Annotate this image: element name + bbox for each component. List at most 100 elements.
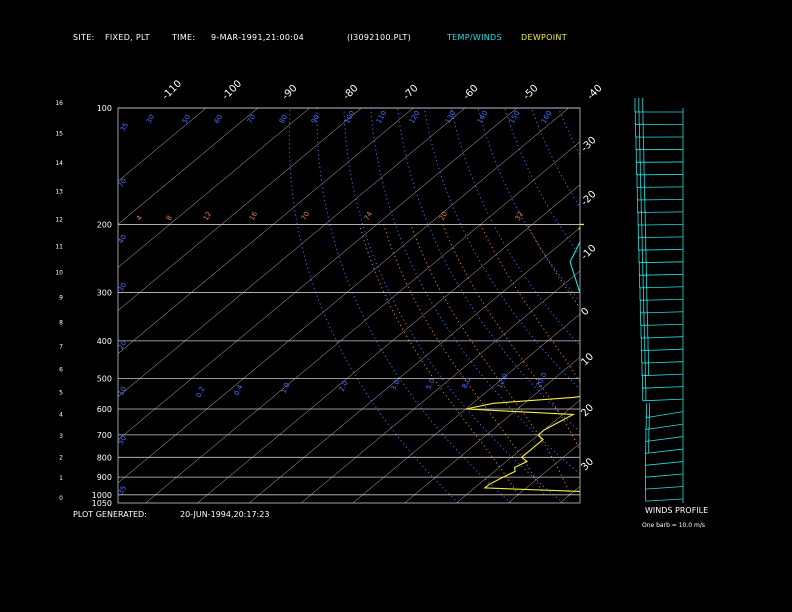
dry-adiabat bbox=[692, 108, 792, 503]
isotherm-right-label: 30 bbox=[579, 456, 596, 473]
isotherm-top-label: -110 bbox=[160, 78, 184, 102]
pressure-tick-label: 1050 bbox=[92, 499, 112, 508]
isotherm-line bbox=[145, 141, 580, 503]
isotherm-line bbox=[118, 108, 207, 182]
dry-adiabat-side-label: 50 bbox=[117, 434, 128, 446]
height-tick-label: 2 bbox=[59, 454, 63, 461]
height-tick-label: 7 bbox=[59, 343, 63, 350]
wind-barb-staff bbox=[645, 486, 684, 490]
dry-adiabat bbox=[639, 108, 792, 503]
height-tick-label: 6 bbox=[59, 367, 63, 374]
dry-adiabat bbox=[585, 108, 792, 503]
height-tick-label: 15 bbox=[55, 130, 63, 137]
moist-adiabat bbox=[751, 224, 792, 494]
wind-barb-staff bbox=[645, 473, 684, 478]
moist-adiabat bbox=[657, 224, 711, 494]
dry-adiabat bbox=[477, 108, 580, 303]
height-tick-label: 12 bbox=[55, 216, 63, 223]
dry-adiabat bbox=[316, 108, 512, 503]
pressure-tick-label: 200 bbox=[97, 220, 112, 229]
plot-generated-value: 20-JUN-1994,20:17:23 bbox=[180, 510, 270, 519]
isotherm-right-label: -20 bbox=[579, 189, 598, 208]
height-tick-label: 11 bbox=[55, 243, 63, 250]
mixing-ratio-label: 74 bbox=[363, 210, 375, 222]
dry-adiabat bbox=[612, 108, 792, 503]
height-tick-label: 1 bbox=[59, 475, 63, 482]
isotherm-line bbox=[118, 108, 362, 311]
legend-dewpoint: DEWPOINT bbox=[521, 33, 567, 42]
isotherm-right-label: 10 bbox=[579, 351, 596, 368]
dry-adiabat bbox=[557, 108, 580, 156]
isotherm-top-label: -60 bbox=[461, 83, 480, 102]
isotherm-line bbox=[197, 184, 580, 503]
pressure-tick-label: 1000 bbox=[92, 491, 112, 500]
legend-temp-winds: TEMP/WINDS bbox=[447, 33, 502, 42]
dry-adiabat bbox=[719, 108, 792, 503]
isotherm-top-label: -40 bbox=[585, 83, 604, 102]
isotherm-right-label: -10 bbox=[579, 243, 598, 262]
wind-barb-staff bbox=[638, 248, 684, 251]
dry-adiabat-label: 150 bbox=[508, 109, 522, 125]
wind-barb-staff bbox=[642, 386, 684, 389]
dry-adiabat bbox=[343, 108, 564, 503]
pressure-tick-label: 600 bbox=[97, 405, 112, 414]
dry-adiabat-side-label: 70 bbox=[117, 177, 128, 189]
isotherm-right-label: -30 bbox=[579, 135, 598, 154]
lower-mixing-label: 3.0 bbox=[390, 378, 402, 391]
wind-barb-staff bbox=[646, 423, 684, 430]
isotherm-top-label: -50 bbox=[521, 83, 540, 102]
dry-adiabat-side-label: 35 bbox=[117, 484, 128, 496]
pressure-tick-label: 900 bbox=[97, 473, 112, 482]
isotherm-line bbox=[559, 486, 580, 503]
moist-adiabat bbox=[442, 224, 580, 452]
isotherm-line bbox=[118, 108, 569, 484]
dry-adiabat-label: 110 bbox=[375, 109, 389, 125]
dewpoint-line bbox=[465, 227, 580, 493]
isotherm-line bbox=[715, 108, 792, 503]
wind-barb-staff bbox=[641, 348, 684, 351]
diagram-grid bbox=[117, 107, 792, 504]
moist-adiabat bbox=[480, 224, 580, 383]
dry-adiabat bbox=[288, 108, 459, 503]
moist-adiabat bbox=[359, 224, 519, 496]
moist-adiabat bbox=[725, 224, 756, 494]
wind-barb-staff bbox=[645, 461, 684, 466]
lower-mixing-label: 20.0 bbox=[535, 371, 549, 389]
dry-adiabat bbox=[746, 108, 792, 503]
height-tick-label: 8 bbox=[59, 319, 63, 326]
dry-adiabat bbox=[773, 108, 792, 503]
site-label: SITE: bbox=[73, 33, 95, 42]
isotherm-right-label: 20 bbox=[579, 402, 596, 419]
dry-adiabat bbox=[666, 108, 792, 503]
isotherm-line bbox=[352, 313, 580, 503]
wind-barb-staff bbox=[645, 498, 684, 502]
dry-adiabat-label: 90 bbox=[310, 113, 321, 125]
time-label: TIME: bbox=[172, 33, 196, 42]
dry-adiabat-side-label: 40 bbox=[117, 233, 128, 245]
height-tick-label: 5 bbox=[59, 389, 63, 396]
isotherm-line bbox=[118, 108, 310, 268]
dry-adiabat bbox=[450, 108, 580, 347]
isotherm-line bbox=[404, 356, 580, 503]
pressure-tick-label: 300 bbox=[97, 289, 112, 298]
mixing-ratio-label: 20 bbox=[438, 210, 449, 222]
file-name: (I3092100.PLT) bbox=[347, 33, 412, 42]
sounding-series bbox=[465, 223, 585, 493]
dry-adiabat-label: 100 bbox=[343, 109, 357, 125]
wind-barb-staff bbox=[637, 223, 684, 226]
wind-barb-staff bbox=[640, 323, 684, 326]
dry-adiabat bbox=[531, 108, 580, 209]
mixing-ratio-label: 70 bbox=[300, 210, 311, 222]
wind-barb-staff bbox=[641, 373, 684, 377]
moist-adiabat bbox=[585, 224, 676, 494]
lower-mixing-label: 0.4 bbox=[233, 383, 245, 397]
mixing-ratio-label: 32 bbox=[514, 210, 525, 222]
height-tick-label: 3 bbox=[59, 433, 63, 440]
wind-barb-staff bbox=[646, 411, 684, 418]
diagram-labels: 1002003004005006007008009001000105001234… bbox=[55, 78, 604, 508]
isotherm-line bbox=[118, 108, 518, 441]
isotherm-line bbox=[456, 399, 580, 503]
isotherm-line bbox=[612, 108, 792, 503]
dry-adiabat-side-label: 10 bbox=[117, 385, 128, 397]
height-tick-label: 16 bbox=[55, 100, 63, 107]
